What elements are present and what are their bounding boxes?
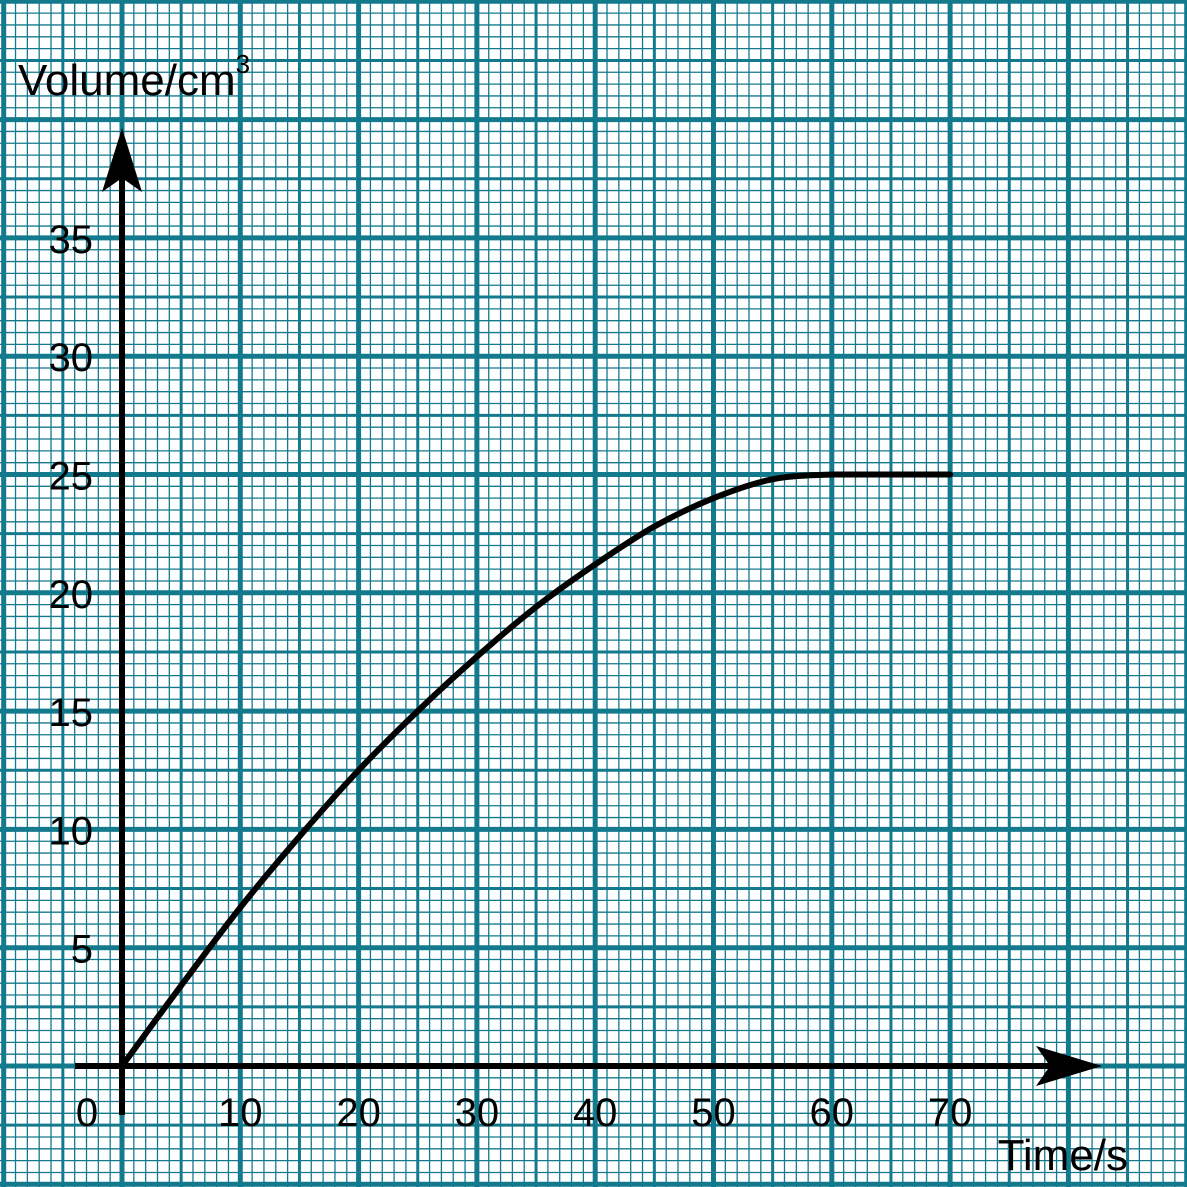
x-tick-label: 50	[691, 1091, 736, 1135]
y-axis-title-main: Volume/cm	[18, 56, 236, 105]
origin-label: 0	[76, 1091, 98, 1135]
y-axis-title-superscript: 3	[236, 49, 250, 79]
x-axis-arrow-icon	[1036, 1046, 1102, 1086]
x-tick-label: 20	[336, 1091, 381, 1135]
series-line	[119, 471, 954, 1069]
x-tick-label: 40	[573, 1091, 618, 1135]
x-tick-label: 60	[810, 1091, 855, 1135]
y-tick-label: 20	[49, 573, 94, 617]
y-tick-label: 25	[49, 455, 94, 499]
x-tick-label: 70	[928, 1091, 973, 1135]
y-tick-label: 5	[71, 928, 93, 972]
labels-layer: Volume/cm3 Time/s 0 10 20 30 40 50 60 70 5 10 15 2…	[18, 49, 1128, 1180]
y-tick-label: 35	[49, 218, 94, 262]
y-tick-label: 30	[49, 336, 94, 380]
series-layer	[119, 471, 954, 1069]
y-tick-label: 15	[49, 691, 94, 735]
x-axis-title: Time/s	[998, 1131, 1128, 1180]
y-tick-label: 10	[49, 809, 94, 853]
axes	[75, 128, 1102, 1115]
y-axis-arrow-icon	[102, 128, 142, 192]
x-tick-label: 10	[218, 1091, 263, 1135]
x-tick-label: 30	[455, 1091, 500, 1135]
y-axis-title: Volume/cm3	[18, 49, 250, 105]
